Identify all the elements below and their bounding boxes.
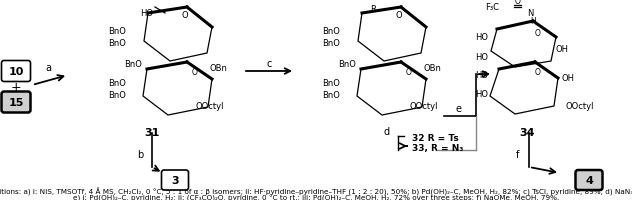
Text: OBn: OBn (424, 64, 442, 73)
Text: f: f (516, 149, 520, 159)
Text: 34: 34 (520, 127, 535, 137)
Text: O: O (406, 68, 412, 77)
Text: OBn: OBn (210, 64, 228, 73)
FancyBboxPatch shape (1, 61, 30, 82)
Text: a: a (45, 63, 51, 73)
Text: Reagents and conditions: a) i: NIS, TMSOTf, 4 Å MS, CH₂Cl₂, 0 °C, 5 : 1 of α : β: Reagents and conditions: a) i: NIS, TMSO… (0, 187, 632, 195)
Text: HO: HO (475, 71, 488, 80)
Text: BnO: BnO (338, 60, 356, 69)
Text: 32 R = Ts: 32 R = Ts (412, 134, 459, 143)
Text: b: b (137, 149, 143, 159)
Text: e) i: Pd(OH)₂–C, pyridine, H₂; ii: (CF₃CO)₂O, pyridine, 0 °C to rt.; iii: Pd(OH): e) i: Pd(OH)₂–C, pyridine, H₂; ii: (CF₃C… (73, 193, 559, 200)
Text: BnO: BnO (322, 91, 340, 100)
Text: 10: 10 (8, 67, 23, 77)
Text: N: N (527, 8, 533, 17)
Text: BnO: BnO (108, 79, 126, 88)
Text: R: R (370, 5, 376, 14)
Text: BnO: BnO (108, 91, 126, 100)
Text: +: + (11, 81, 21, 94)
Text: 31: 31 (144, 127, 160, 137)
Text: O: O (396, 11, 403, 20)
Text: BnO: BnO (322, 79, 340, 88)
Text: F₃C: F₃C (485, 3, 499, 12)
FancyBboxPatch shape (1, 92, 30, 113)
Text: 3: 3 (171, 175, 179, 185)
Text: OOctyl: OOctyl (565, 102, 593, 111)
Text: O: O (181, 11, 188, 20)
Text: HO: HO (475, 52, 488, 61)
Text: O: O (192, 68, 198, 77)
FancyBboxPatch shape (576, 170, 602, 190)
Text: H: H (530, 16, 536, 25)
Text: OOctyl: OOctyl (196, 102, 224, 111)
Text: 33, R = N₃: 33, R = N₃ (412, 144, 463, 153)
Text: HO: HO (475, 32, 488, 41)
Text: BnO: BnO (124, 60, 142, 69)
Text: 15: 15 (8, 98, 23, 107)
Text: c: c (266, 59, 272, 69)
Text: BnO: BnO (108, 26, 126, 35)
FancyBboxPatch shape (162, 170, 188, 190)
Text: O: O (535, 28, 541, 37)
Text: BnO: BnO (322, 26, 340, 35)
Text: 4: 4 (585, 175, 593, 185)
Text: HO: HO (140, 8, 153, 17)
Text: OOctyl: OOctyl (410, 102, 439, 111)
Text: BnO: BnO (322, 38, 340, 47)
Text: O: O (515, 0, 521, 6)
Text: d: d (384, 126, 390, 136)
Text: HO: HO (475, 90, 488, 99)
Text: OH: OH (556, 44, 569, 53)
Text: BnO: BnO (108, 38, 126, 47)
Text: OH: OH (562, 74, 575, 83)
Text: O: O (535, 68, 541, 77)
Text: e: e (455, 103, 461, 113)
